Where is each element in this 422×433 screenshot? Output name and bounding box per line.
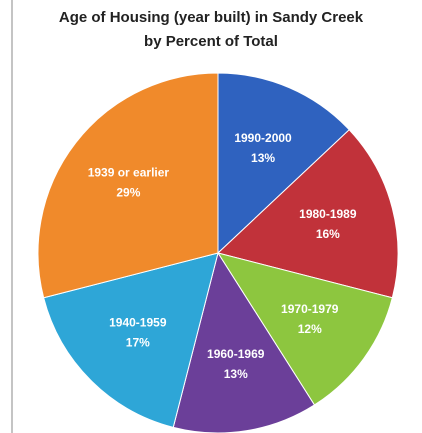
slice-label: 1990-2000 [234,131,292,145]
pie-slice [216,129,399,299]
slice-label: 1960-1969 [207,347,265,361]
slice-value-label: 13% [251,151,275,165]
chart-title: Age of Housing (year built) in Sandy Cre… [59,9,364,26]
slice-value-label: 17% [126,335,150,349]
slice-label: 1940-1959 [109,315,167,329]
slice-value-label: 29% [116,186,140,200]
pie-slice [216,252,393,406]
pie-slice [172,251,316,433]
pie-slice [217,72,350,255]
slice-label: 1939 or earlier [88,166,170,180]
pie-slice [37,72,219,299]
slice-label: 1980-1989 [299,207,357,221]
slice-label: 1970-1979 [281,302,339,316]
pie-slice [43,252,219,428]
chart-title: by Percent of Total [144,33,278,50]
slice-value-label: 13% [224,367,248,381]
slice-value-label: 12% [298,322,322,336]
slice-value-label: 16% [316,227,340,241]
